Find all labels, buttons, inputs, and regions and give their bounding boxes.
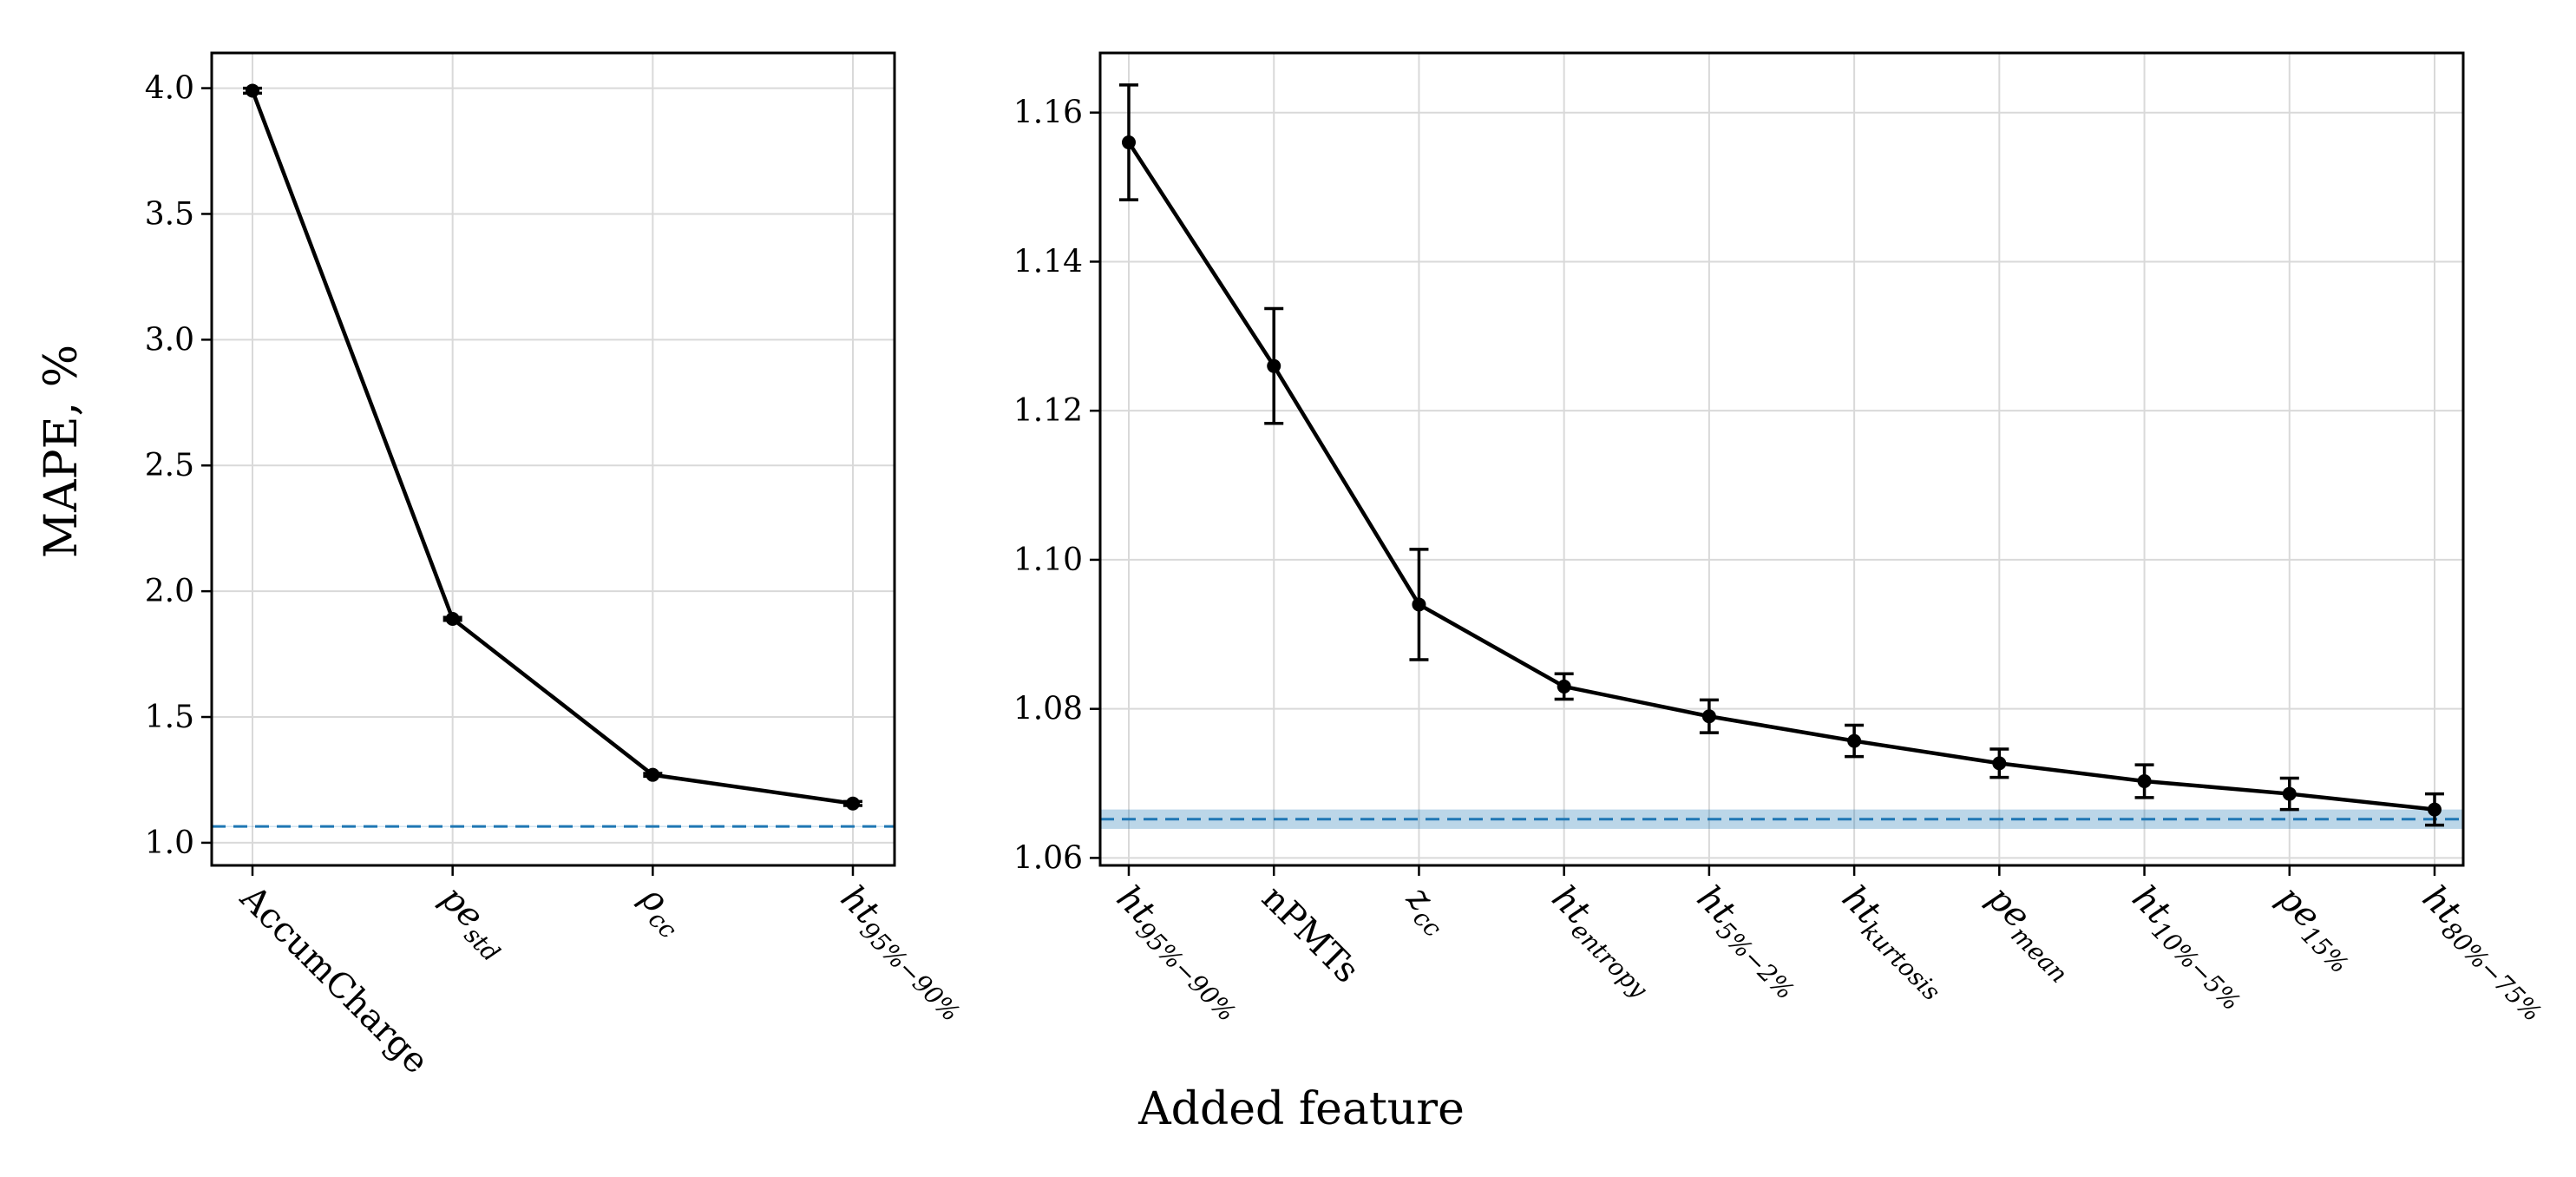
x-axis-title: Added feature xyxy=(1137,1083,1465,1135)
data-point xyxy=(1847,733,1862,748)
y-tick-label: 1.08 xyxy=(1013,692,1083,727)
y-axis-title: MAPE, % xyxy=(36,345,88,558)
x-tick-label: pemean xyxy=(1975,878,2085,989)
y-tick-label: 1.10 xyxy=(1013,542,1083,578)
y-tick-label: 4.0 xyxy=(145,71,194,107)
data-point xyxy=(1267,358,1281,373)
series-line xyxy=(1127,141,2435,812)
x-tick-label: ht10%−5% xyxy=(2120,878,2258,1016)
x-tick-label: pestd xyxy=(429,878,518,968)
x-tick-label: ρcc xyxy=(628,878,695,944)
data-point xyxy=(1122,135,1136,150)
plot-frame xyxy=(210,51,896,867)
y-tick-label: 2.0 xyxy=(145,574,194,609)
data-point xyxy=(246,83,259,98)
y-tick-label: 1.12 xyxy=(1013,393,1083,429)
y-tick-label: 2.5 xyxy=(145,448,194,483)
x-tick-label: pe15% xyxy=(2265,878,2366,979)
y-tick-label: 1.5 xyxy=(145,700,194,735)
x-tick-label: AccumCharge xyxy=(232,878,436,1082)
x-tick-label: ht95%−90% xyxy=(1104,878,1254,1028)
right-panel: 1.06 1.08 1.10 1.12 1.14 1.16 ht95%−90% nPMTs zc… xyxy=(1013,51,2560,1028)
y-tick-label: 1.0 xyxy=(145,825,194,861)
data-point xyxy=(2282,786,2297,801)
data-point xyxy=(2137,773,2152,788)
data-point xyxy=(2428,802,2442,817)
y-tick-label: 1.06 xyxy=(1013,840,1083,876)
plot-frame xyxy=(1098,51,2465,867)
x-tick-label: ht95%−90% xyxy=(829,878,978,1028)
x-tick-label: htkurtosis xyxy=(1830,878,1958,1007)
data-point xyxy=(846,796,860,811)
y-tick-label: 3.0 xyxy=(145,322,194,358)
x-tick-label: nPMTs xyxy=(1254,878,1367,991)
data-point xyxy=(646,767,660,782)
data-point xyxy=(1412,597,1426,612)
x-tick-label: zcc xyxy=(1394,878,1459,943)
y-tick-label: 1.14 xyxy=(1013,244,1083,279)
x-tick-label: ht80%−75% xyxy=(2410,878,2560,1028)
y-tick-label: 3.5 xyxy=(145,196,194,232)
series-line xyxy=(250,89,854,805)
x-tick-label: htentropy xyxy=(1540,878,1667,1005)
baseline-band xyxy=(212,825,895,827)
x-tick-label: ht5%−2% xyxy=(1685,878,1812,1005)
data-point xyxy=(1992,756,2007,771)
y-tick-label: 1.16 xyxy=(1013,95,1083,131)
data-point xyxy=(1557,679,1571,694)
data-point xyxy=(445,612,460,627)
data-point xyxy=(1701,709,1716,724)
